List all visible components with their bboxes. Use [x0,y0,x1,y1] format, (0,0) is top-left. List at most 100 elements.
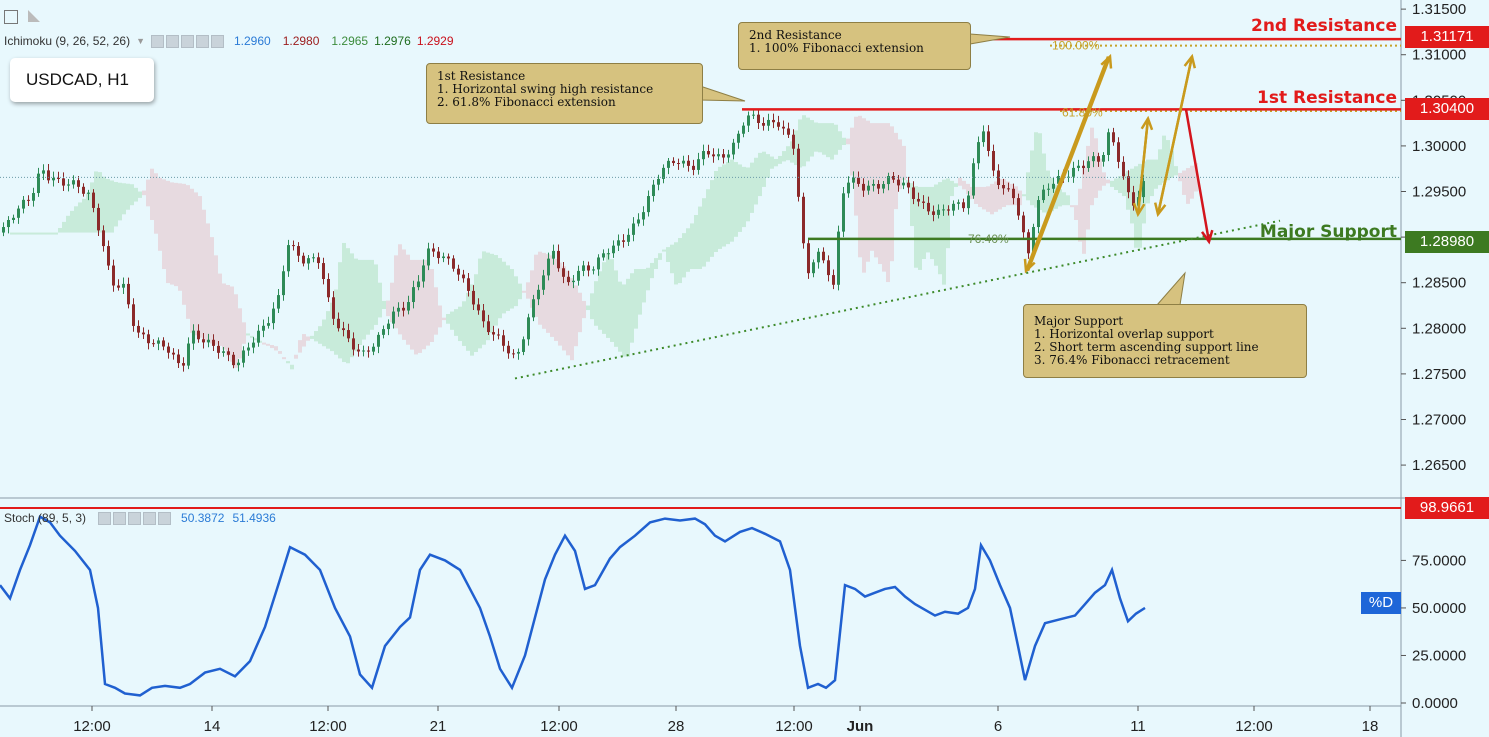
cloud-segment [322,319,326,347]
candle-body [417,281,420,288]
toolbar-icons[interactable] [4,10,40,24]
candle-body [682,160,685,164]
candle-body [547,258,550,276]
cloud-segment [694,215,698,270]
candle-body [182,363,185,366]
candle-body [442,256,445,259]
candle-body [812,262,815,274]
close-icon[interactable] [158,511,172,525]
candle-body [947,209,950,211]
stoch-controls[interactable] [98,511,172,525]
cloud-segment [510,269,514,309]
candle-body [222,351,225,353]
candle-body [542,275,545,290]
candle-body [732,142,735,155]
gear-icon[interactable] [166,34,179,48]
cloud-segment [370,259,374,330]
x-tick-label: 21 [430,718,447,735]
cloud-segment [62,221,66,233]
callout-line: 1. Horizontal swing high resistance [437,82,654,96]
cloud-segment [302,334,306,347]
callout-line: 2. 61.8% Fibonacci extension [437,95,616,109]
cloud-segment [706,189,710,262]
cloud-segment [286,361,290,364]
candle-body [1037,200,1040,228]
candle-body [522,339,525,352]
ichimoku-value-4: 1.2976 [374,34,411,48]
candle-body [197,330,200,340]
candle-body [77,180,80,187]
collapse-icon[interactable] [4,10,18,24]
cloud-segment [98,172,102,233]
cloud-segment [838,131,842,150]
candle-body [652,184,655,197]
cloud-segment [858,115,862,258]
candle-body [307,258,310,264]
ichimoku-name[interactable]: Ichimoku (9, 26, 52, 26) [4,34,131,48]
candle-body [862,183,865,191]
cloud-segment [738,164,742,232]
stoch-name[interactable]: Stoch (89, 5, 3) [4,511,87,525]
candle-body [582,265,585,271]
cloud-segment [918,186,922,270]
candle-body [907,182,910,188]
eye-icon[interactable] [98,511,112,525]
stoch-level-price-tag: 98.9661 [1405,497,1489,519]
cloud-segment [1118,176,1122,194]
cloud-segment [950,180,954,197]
candle-body [7,219,10,228]
cloud-segment [682,233,686,278]
candle-body [1017,198,1020,216]
cloud-segment [562,266,566,351]
cloud-segment [298,340,302,353]
plus-icon[interactable] [196,34,209,48]
candle-body [62,178,65,186]
candle-body [577,270,580,281]
candle-body [527,317,530,340]
cloud-segment [454,309,458,336]
cloud-segment [246,333,250,336]
cloud-segment [26,232,30,235]
cloud-segment [846,138,850,145]
cloud-segment [382,300,386,310]
indicator-controls[interactable] [151,34,224,48]
gear-icon[interactable] [113,511,127,525]
lock-icon[interactable] [28,10,40,22]
eye-icon[interactable] [151,34,164,48]
cloud-segment [166,180,170,284]
cloud-segment [422,259,426,350]
candle-body [127,283,130,305]
cloud-segment [566,270,570,356]
candle-body [692,165,695,170]
stoch-y-tick-label: 25.0000 [1412,647,1466,664]
cloud-segment [414,259,418,355]
fib-618-label: 61.80% [1062,105,1103,119]
candle-body [722,154,725,158]
candle-body [657,178,660,185]
candle-body [822,251,825,261]
candle-body [272,308,275,324]
candle-body [1027,232,1030,254]
close-icon[interactable] [211,34,224,48]
cloud-segment [1058,189,1062,207]
candle-body [507,345,510,354]
candle-body [1112,132,1115,143]
format-icon[interactable] [128,511,142,525]
cloud-segment [934,184,938,266]
cloud-segment [58,227,62,233]
cloud-segment [278,351,282,354]
cloud-segment [10,232,14,235]
cloud-segment [462,301,466,346]
candle-body [757,114,760,123]
chevron-down-icon[interactable]: ▼ [136,36,145,46]
plus-icon[interactable] [143,511,157,525]
cloud-segment [546,254,550,333]
cloud-segment [942,179,946,285]
cloud-segment [398,244,402,335]
candle-body [397,307,400,312]
cloud-segment [78,202,82,233]
cloud-segment [210,237,214,344]
candle-body [782,126,785,129]
cloud-segment [1062,192,1066,206]
format-icon[interactable] [181,34,194,48]
